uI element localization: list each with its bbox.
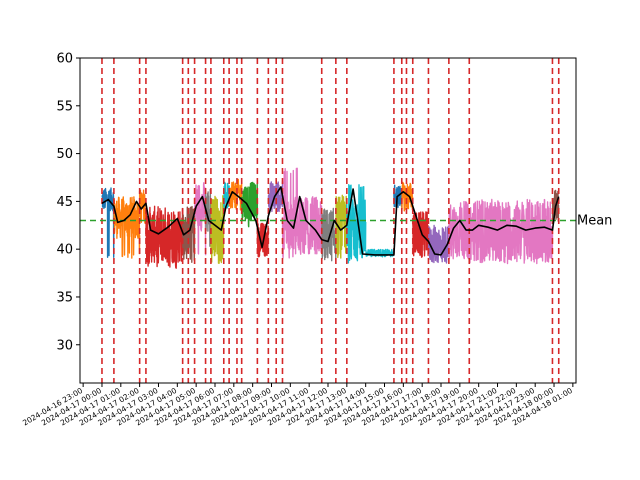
y-tick-label-35: 35 [56, 290, 73, 305]
series-segment-11 [241, 181, 259, 228]
y-tick-label-45: 45 [56, 195, 73, 210]
y-tick-label-40: 40 [56, 243, 73, 258]
series-segment-12 [256, 222, 270, 258]
series-segment-14 [281, 167, 323, 259]
series-layer [101, 167, 560, 269]
y-tick-label-55: 55 [56, 99, 73, 114]
series-segment-17 [346, 183, 367, 264]
series-segment-7 [204, 188, 212, 247]
series-segment-24 [468, 198, 554, 265]
series-segment-2 [113, 196, 141, 259]
rolling-mean-layer [101, 186, 560, 256]
mean-label: Mean [577, 214, 612, 229]
series-segment-16 [335, 194, 348, 259]
y-tick-label-50: 50 [56, 147, 73, 162]
series-segment-20 [401, 181, 414, 212]
series-segment-1 [101, 187, 115, 258]
series-segment-22 [427, 224, 450, 264]
series-segment-13 [267, 181, 284, 213]
series-segment-15 [321, 207, 337, 262]
series-segment-6 [193, 182, 207, 256]
series-segment-3 [138, 189, 147, 224]
series-segment-5 [182, 205, 196, 263]
series-segment-23 [448, 200, 470, 260]
y-axis: 30 35 40 45 50 55 60 [56, 52, 80, 353]
rolling-mean-line [101, 186, 560, 256]
series-segment-18 [365, 248, 395, 258]
series-segment-19 [393, 184, 403, 209]
y-tick-label-30: 30 [56, 338, 73, 353]
series-segment-21 [412, 211, 430, 258]
y-tick-label-60: 60 [56, 52, 73, 67]
series-segment-4 [145, 205, 184, 269]
